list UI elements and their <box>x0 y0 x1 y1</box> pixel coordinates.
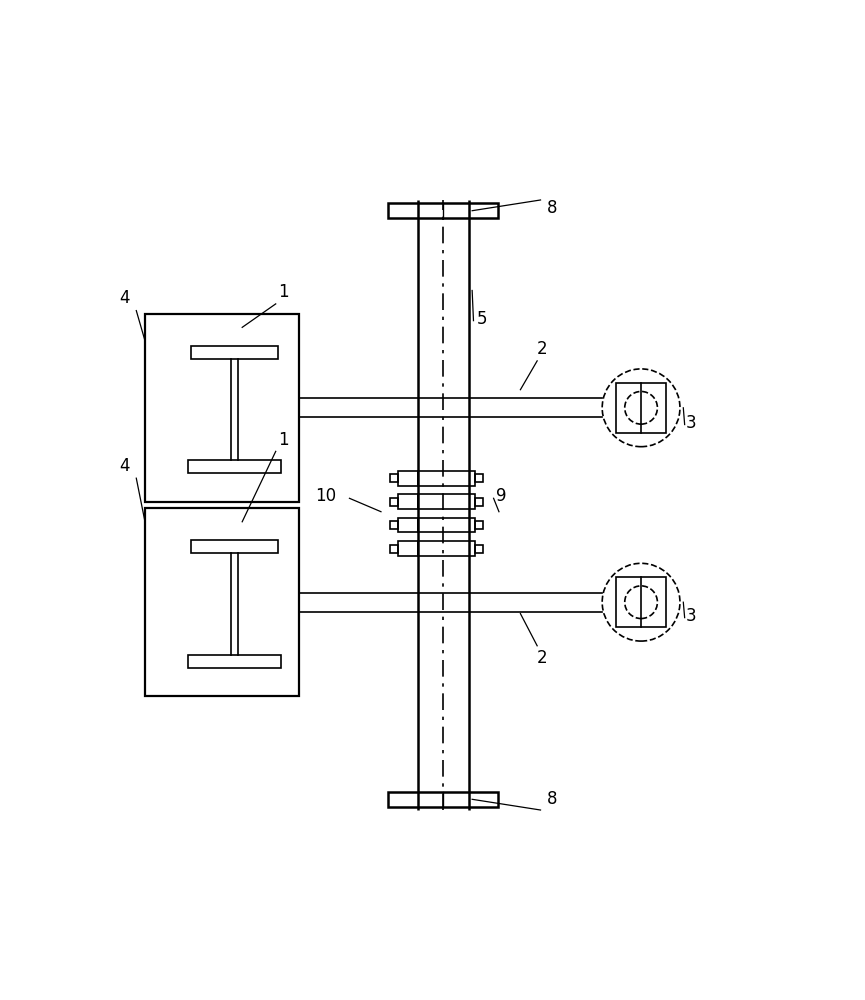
Bar <box>191 540 278 553</box>
Text: 5: 5 <box>477 310 487 328</box>
Bar <box>475 474 483 482</box>
Bar <box>418 494 475 509</box>
Bar <box>398 471 418 486</box>
Bar <box>616 383 666 433</box>
Bar <box>389 474 398 482</box>
Text: 10: 10 <box>315 487 336 505</box>
Text: 8: 8 <box>548 199 558 217</box>
Bar <box>398 541 418 556</box>
Text: 1: 1 <box>278 283 288 301</box>
Bar <box>475 521 483 529</box>
Text: 3: 3 <box>686 414 696 432</box>
Text: 1: 1 <box>278 431 288 449</box>
Bar <box>389 498 398 506</box>
Bar <box>145 508 299 696</box>
Bar <box>388 792 498 807</box>
Bar <box>418 541 475 556</box>
Bar <box>191 346 278 359</box>
Text: 9: 9 <box>496 487 506 505</box>
Bar <box>418 518 475 532</box>
Bar <box>475 498 483 506</box>
Bar <box>398 518 418 532</box>
Bar <box>145 314 299 502</box>
Bar <box>475 545 483 553</box>
Bar <box>388 203 498 218</box>
Text: 8: 8 <box>548 790 558 808</box>
Text: 3: 3 <box>686 607 696 625</box>
Text: 2: 2 <box>537 649 548 667</box>
Text: 2: 2 <box>537 340 548 358</box>
Text: 4: 4 <box>119 289 130 307</box>
Bar <box>189 460 280 473</box>
Bar <box>616 577 666 627</box>
Bar <box>389 545 398 553</box>
Bar <box>418 471 475 486</box>
Bar <box>389 521 398 529</box>
Text: 4: 4 <box>119 457 130 475</box>
Bar <box>189 655 280 668</box>
Bar <box>398 494 418 509</box>
